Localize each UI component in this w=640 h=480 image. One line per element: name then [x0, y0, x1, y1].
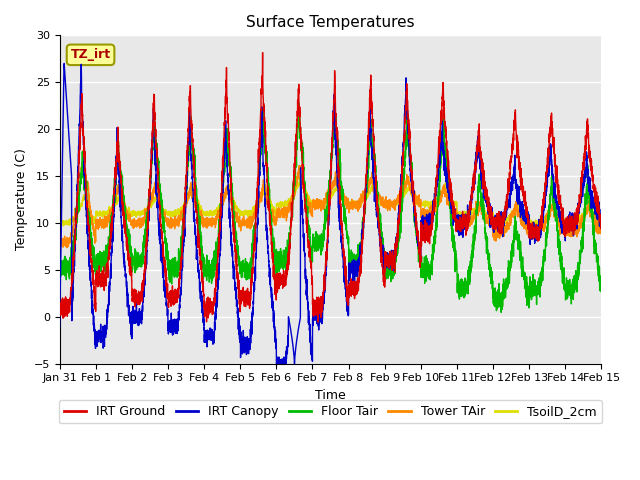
Legend: IRT Ground, IRT Canopy, Floor Tair, Tower TAir, TsoilD_2cm: IRT Ground, IRT Canopy, Floor Tair, Towe…: [59, 400, 602, 423]
X-axis label: Time: Time: [315, 389, 346, 402]
Y-axis label: Temperature (C): Temperature (C): [15, 149, 28, 251]
Text: TZ_irt: TZ_irt: [70, 48, 111, 61]
Title: Surface Temperatures: Surface Temperatures: [246, 15, 415, 30]
